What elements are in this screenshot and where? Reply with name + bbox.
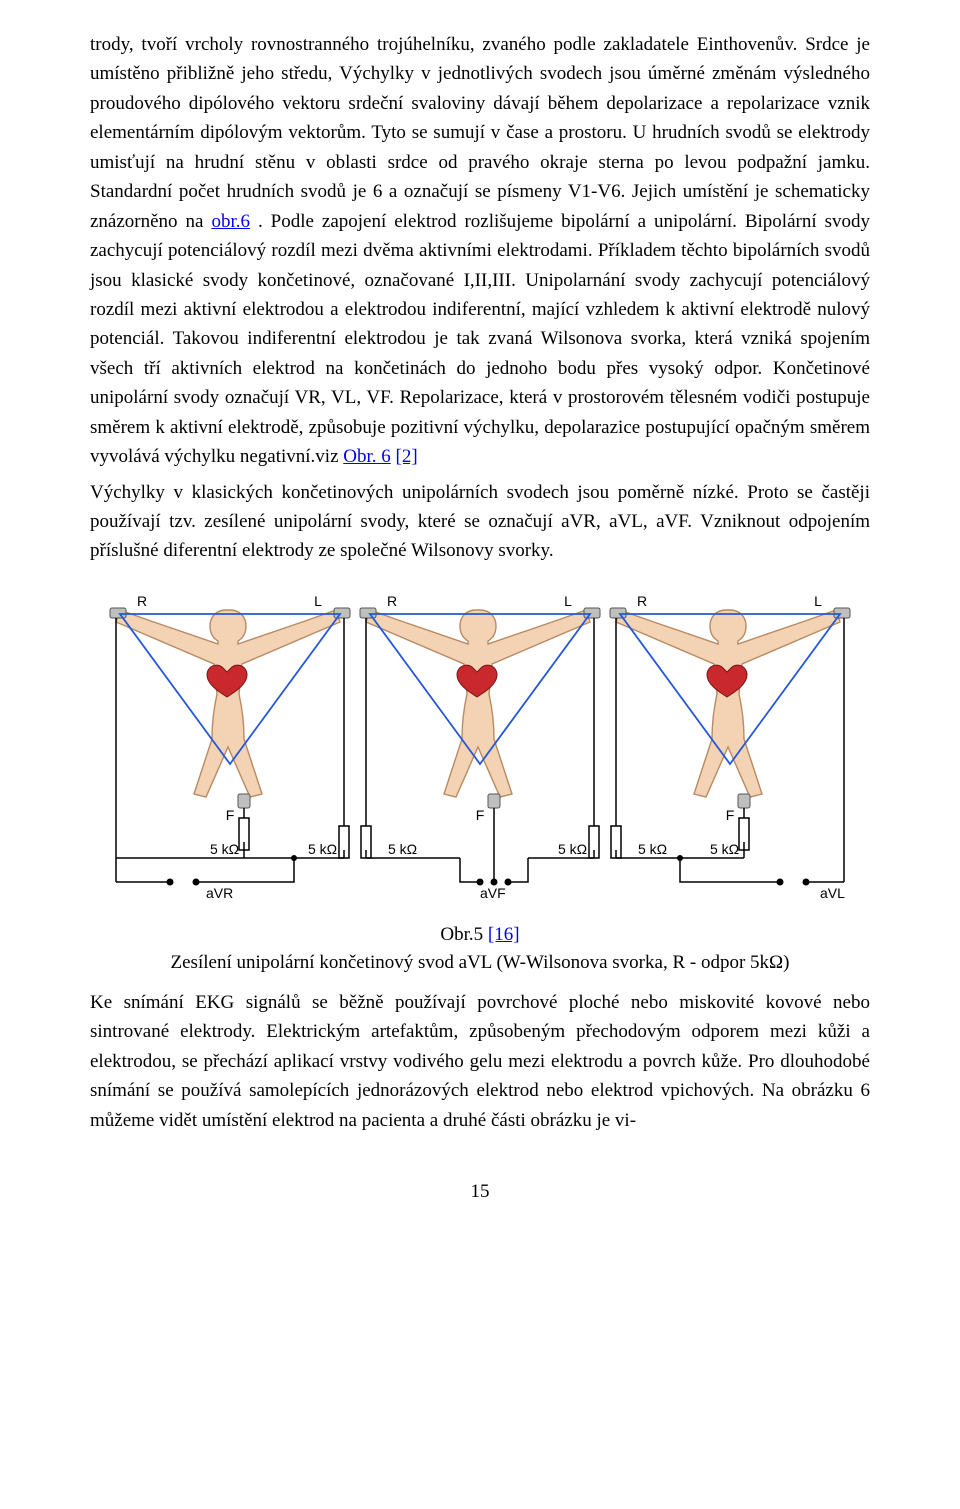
paragraph-2: Výchylky v klasických končetinových unip… [90,478,870,566]
page-number: 15 [90,1181,870,1203]
label-avf: aVF [480,885,506,901]
paragraph-1: trody, tvoří vrcholy rovnostranného troj… [90,30,870,472]
figure-5-svg: R L F [100,590,860,910]
text: . Podle zapojení elektrod rozlišujeme bi… [90,211,870,468]
link-obr6[interactable]: obr.6 [211,211,250,232]
label-avl: aVL [820,885,845,901]
figure-5: R L F [90,590,870,910]
link-obr6-2[interactable]: Obr. 6 [343,446,391,467]
label-5k: 5 kΩ [308,841,337,857]
label-5k: 5 kΩ [638,841,667,857]
figure-5-caption-line1: Obr.5 [16] [90,924,870,946]
link-ref-2[interactable]: [2] [396,446,418,467]
caption-text: Obr.5 [440,924,488,945]
text: trody, tvoří vrcholy rovnostranného troj… [90,34,870,232]
paragraph-3: Ke snímání EKG signálů se běžně používaj… [90,988,870,1135]
link-ref-16[interactable]: [16] [488,924,520,945]
label-5k: 5 kΩ [210,841,239,857]
label-avr: aVR [206,885,233,901]
label-5k: 5 kΩ [558,841,587,857]
label-5k: 5 kΩ [710,841,739,857]
label-5k: 5 kΩ [388,841,417,857]
page: trody, tvoří vrcholy rovnostranného troj… [0,0,960,1243]
figure-5-caption-line2: Zesílení unipolární končetinový svod aVL… [90,952,870,974]
